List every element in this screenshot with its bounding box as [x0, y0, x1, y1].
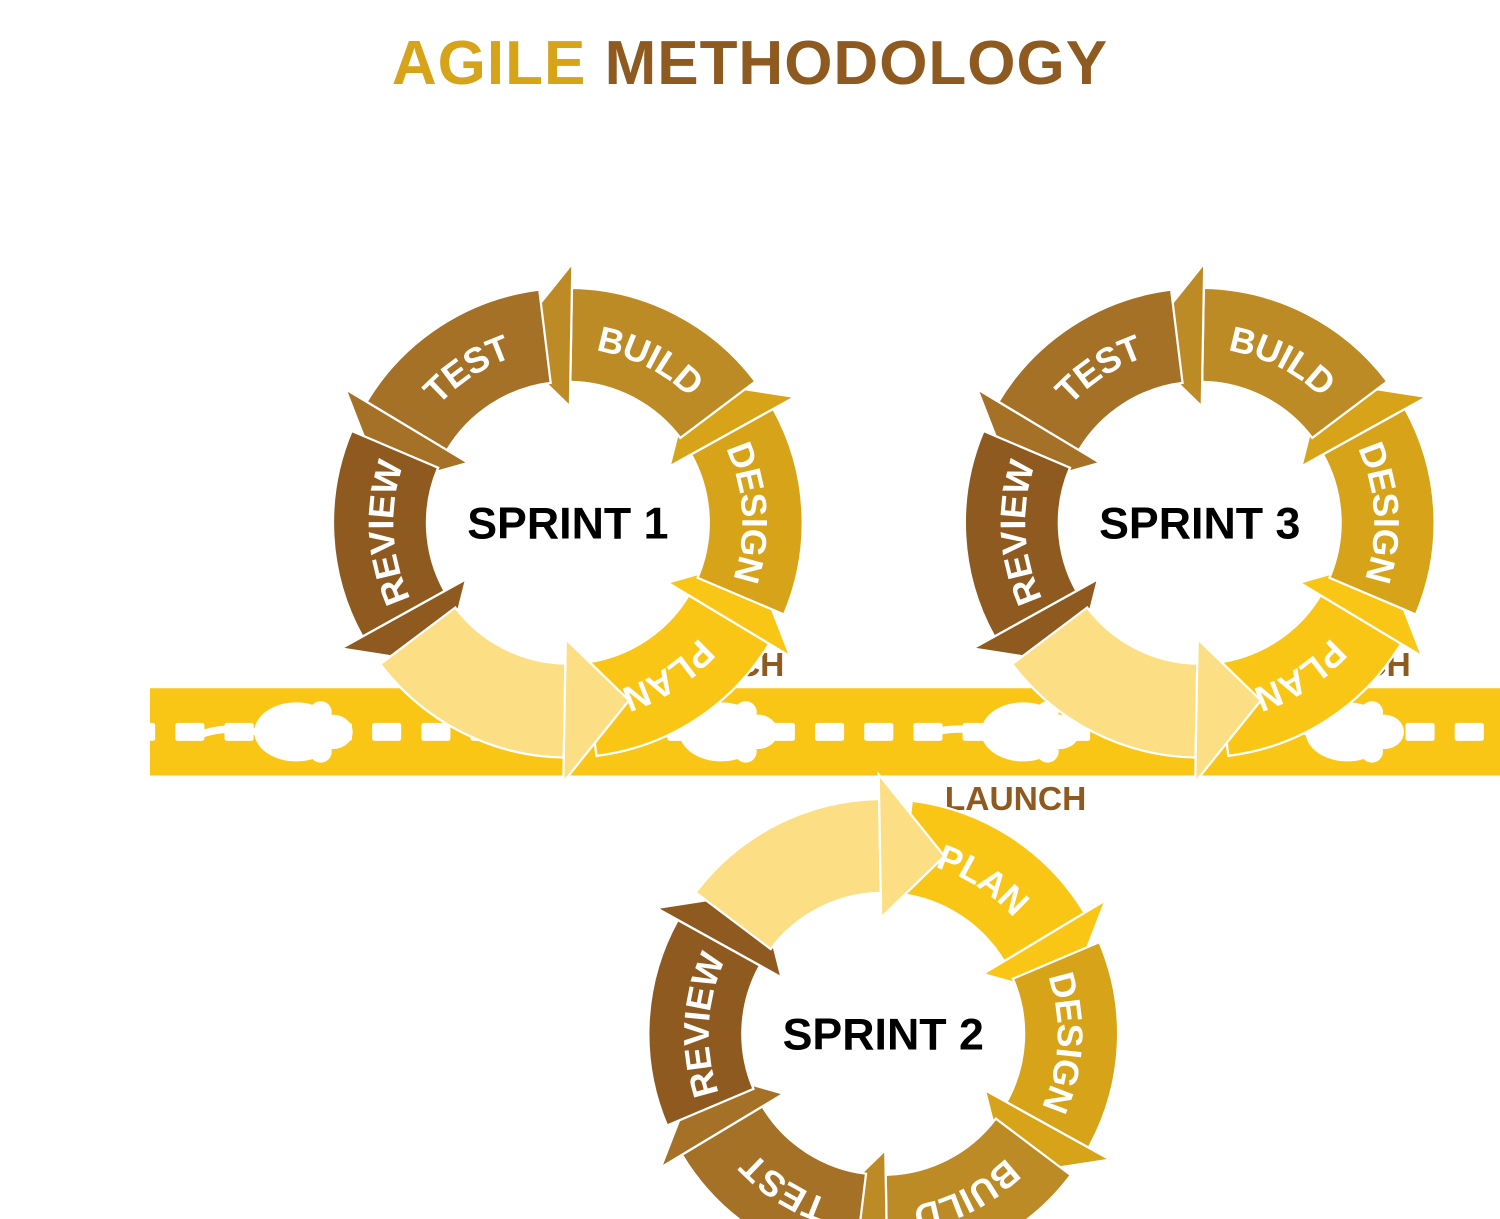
page-title: AGILE METHODOLOGY [0, 28, 1500, 99]
sprint-label: SPRINT 2 [783, 1010, 984, 1059]
track-dash [864, 723, 893, 741]
diagram-stage: AGILE METHODOLOGY LAUNCHLAUNCHLAUNCHPLAN… [0, 0, 1500, 1219]
title-word-1: AGILE [392, 29, 586, 98]
track-dash [421, 723, 450, 741]
launch-label: LAUNCH [945, 781, 1087, 818]
track-dash [1405, 723, 1434, 741]
track-dash [150, 723, 155, 741]
sprint-label: SPRINT 3 [1099, 499, 1300, 548]
track-dash [1455, 723, 1484, 741]
agile-diagram: LAUNCHLAUNCHLAUNCHPLANDESIGNBUILDTESTREV… [150, 100, 1500, 1219]
sprint-label: SPRINT 1 [467, 499, 668, 548]
track-dash [372, 723, 401, 741]
sprint-cycle: PLANDESIGNBUILDTESTREVIEWSPRINT 2 [648, 774, 1118, 1219]
title-word-2: METHODOLOGY [605, 29, 1109, 98]
track-dash [815, 723, 844, 741]
